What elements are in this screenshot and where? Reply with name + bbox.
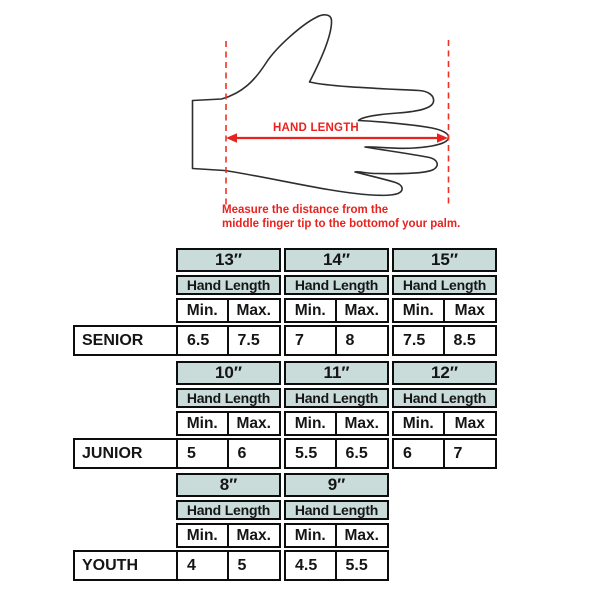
hand-length-header: Hand Length [176,500,281,520]
min-value: 7.5 [394,327,445,354]
max-header: Max. [236,415,271,432]
size-group-14: 14″ Hand Length Min. Max. 7 8 [284,246,389,358]
min-header: Min. [394,300,445,321]
max-header: Max. [344,415,379,432]
size-group-8: 8″ Hand Length Min. Max. 4 5 [176,471,281,583]
size-header: 10″ [176,361,281,385]
hand-outline [191,14,450,197]
size-group-13: 13″ Hand Length Min. Max. 6.5 7.5 [176,246,281,358]
junior-section: JUNIOR 10″ Hand Length Min. Max. 5 6 11″… [73,359,503,471]
min-header: Min. [178,413,229,434]
min-value: 4.5 [286,552,337,579]
hand-length-header: Hand Length [284,388,389,408]
hand-length-header: Hand Length [392,388,497,408]
max-value: 6.5 [345,445,368,462]
minmax-header-row: Min. Max [392,411,497,436]
caption-line-1: Measure the distance from the [222,204,389,216]
size-group-11: 11″ Hand Length Min. Max. 5.5 6.5 [284,359,389,471]
min-value: 6.5 [178,327,229,354]
min-value: 5 [178,440,229,467]
min-header: Min. [286,525,337,546]
min-header: Min. [394,413,445,434]
measurement-arrow [226,133,448,143]
youth-section: YOUTH 8″ Hand Length Min. Max. 4 5 9″ Ha… [73,471,503,583]
data-row: 5.5 6.5 [284,438,389,469]
max-value: 8 [345,332,355,349]
size-group-15: 15″ Hand Length Min. Max 7.5 8.5 [392,246,497,358]
min-header: Min. [286,300,337,321]
min-value: 6 [394,440,445,467]
minmax-header-row: Min. Max. [284,298,389,323]
data-row: 4 5 [176,550,281,581]
min-header: Min. [286,413,337,434]
caption-line-2: middle finger tip to the bottomof your p… [222,218,461,230]
data-row: 6.5 7.5 [176,325,281,356]
row-label-youth: YOUTH [73,550,178,581]
size-header: 12″ [392,361,497,385]
minmax-header-row: Min. Max. [284,523,389,548]
hand-length-header: Hand Length [392,275,497,295]
size-header: 11″ [284,361,389,385]
hand-length-header: Hand Length [284,275,389,295]
data-row: 4.5 5.5 [284,550,389,581]
size-header: 15″ [392,248,497,272]
max-header: Max. [236,527,271,544]
max-value: 5 [237,557,247,574]
min-value: 4 [178,552,229,579]
minmax-header-row: Min. Max. [284,411,389,436]
min-header: Min. [178,525,229,546]
row-label-senior: SENIOR [73,325,178,356]
size-group-10: 10″ Hand Length Min. Max. 5 6 [176,359,281,471]
size-header: 13″ [176,248,281,272]
hand-length-label: HAND LENGTH [273,122,359,134]
senior-section: SENIOR 13″ Hand Length Min. Max. 6.5 7.5… [73,246,503,358]
size-header: 8″ [176,473,281,497]
max-header: Max [454,302,485,319]
data-row: 6 7 [392,438,497,469]
max-value: 6 [237,445,247,462]
size-header: 14″ [284,248,389,272]
max-header: Max. [344,527,379,544]
minmax-header-row: Min. Max. [176,523,281,548]
max-header: Max. [344,302,379,319]
hand-length-header: Hand Length [284,500,389,520]
size-group-9: 9″ Hand Length Min. Max. 4.5 5.5 [284,471,389,583]
min-value: 7 [286,327,337,354]
size-group-12: 12″ Hand Length Min. Max 6 7 [392,359,497,471]
data-row: 7 8 [284,325,389,356]
measurement-caption: Measure the distance from the middle fin… [222,203,460,231]
min-header: Min. [178,300,229,321]
size-header: 9″ [284,473,389,497]
minmax-header-row: Min. Max [392,298,497,323]
minmax-header-row: Min. Max. [176,298,281,323]
max-header: Max [454,415,485,432]
minmax-header-row: Min. Max. [176,411,281,436]
row-label-junior: JUNIOR [73,438,178,469]
data-row: 5 6 [176,438,281,469]
hand-length-header: Hand Length [176,388,281,408]
max-value: 5.5 [345,557,368,574]
max-header: Max. [236,302,271,319]
hand-length-header: Hand Length [176,275,281,295]
max-value: 7 [453,445,463,462]
max-value: 8.5 [453,332,476,349]
hand-measurement-figure [191,14,450,206]
min-value: 5.5 [286,440,337,467]
max-value: 7.5 [237,332,260,349]
data-row: 7.5 8.5 [392,325,497,356]
